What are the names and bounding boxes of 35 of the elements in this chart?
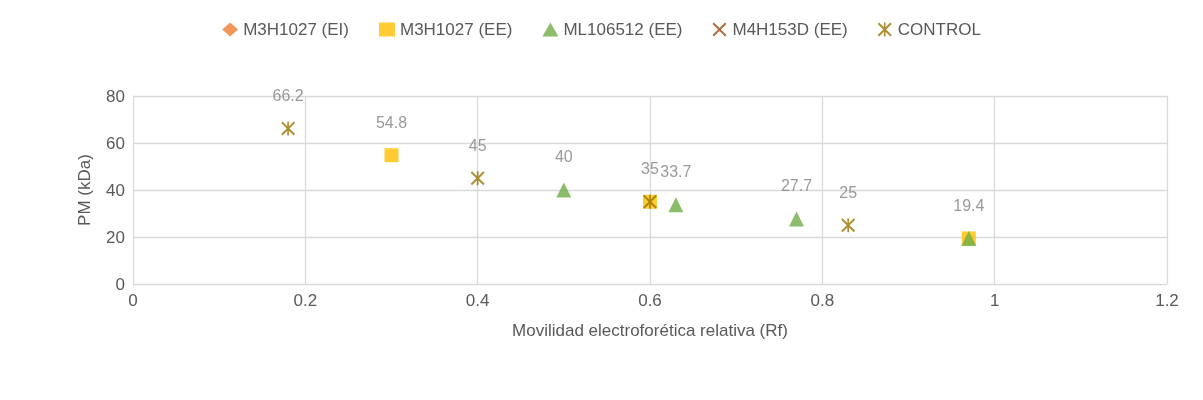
point <box>384 148 399 163</box>
y-tick-label: 80 <box>106 86 125 106</box>
x-tick-label: 1 <box>989 291 1000 310</box>
point <box>281 121 296 136</box>
point <box>668 197 684 213</box>
y-axis-title: PM (kDa) <box>75 154 94 226</box>
x-tick-label: 1.2 <box>1155 291 1179 310</box>
x-tick-label: 0.6 <box>638 291 662 310</box>
x-tick-label: 0.2 <box>293 291 318 310</box>
data-label: 33.7 <box>660 162 692 180</box>
x-tick-label: 0.8 <box>810 291 835 310</box>
data-label: 54.8 <box>375 113 408 131</box>
x-tick-label: 0 <box>128 291 138 310</box>
legend-label: M3H1027 (EE) <box>399 20 513 39</box>
legend-label: M3H1027 (EI) <box>243 20 349 39</box>
data-label: 45 <box>468 136 487 154</box>
data-label: 19.4 <box>953 196 985 214</box>
data-label: 66.2 <box>272 86 304 104</box>
legend-label: M4H153D (EE) <box>732 20 848 39</box>
x-axis-title: Movilidad electroforética relativa (Rf) <box>512 321 788 340</box>
y-tick-label: 40 <box>106 180 125 200</box>
legend-label: ML106512 (EE) <box>563 20 683 39</box>
y-tick-label: 0 <box>115 274 125 294</box>
legend-label: CONTROL <box>897 20 981 39</box>
x-tick-label: 0.4 <box>465 291 490 310</box>
y-tick-label: 20 <box>106 227 125 247</box>
data-label: 25 <box>839 183 858 201</box>
point <box>470 171 485 186</box>
data-label: 40 <box>554 148 573 165</box>
point <box>841 218 856 233</box>
point <box>788 211 804 227</box>
point <box>556 182 572 198</box>
data-label: 27.7 <box>780 176 813 194</box>
y-tick-label: 60 <box>106 133 125 153</box>
data-label: 35 <box>641 160 659 178</box>
